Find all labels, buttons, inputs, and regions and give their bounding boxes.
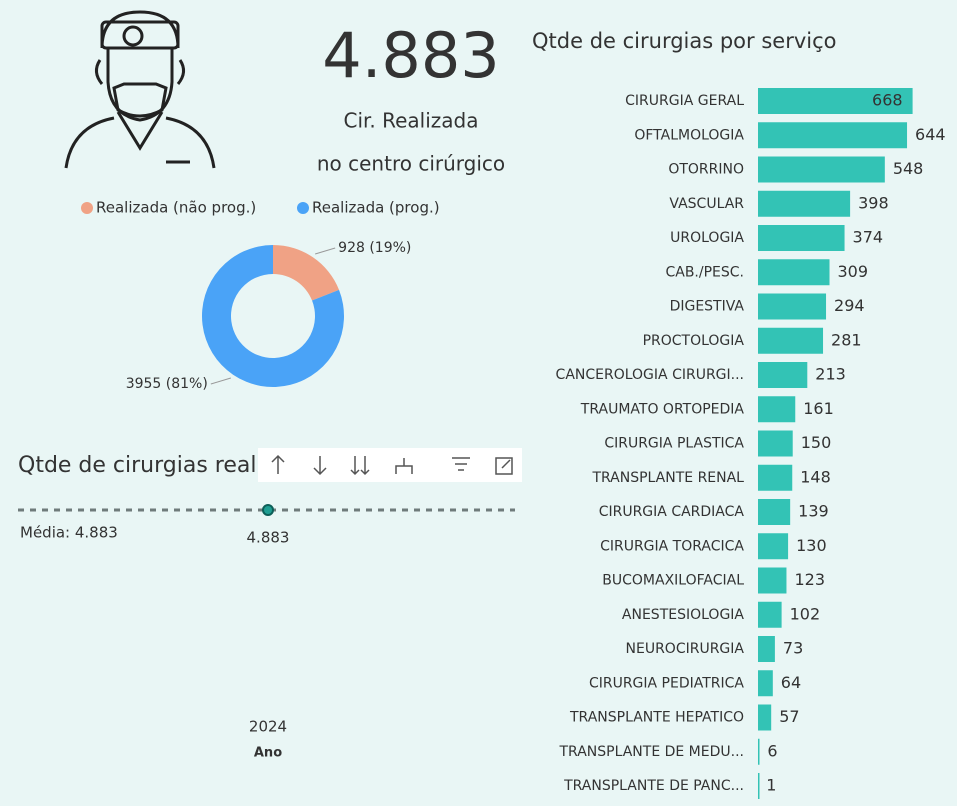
- bar: [758, 465, 792, 491]
- point: [263, 505, 273, 515]
- bar: [758, 396, 795, 422]
- bar: [758, 431, 793, 457]
- bar: [758, 636, 775, 662]
- y-tick-label: PROCTOLOGIA: [643, 333, 745, 349]
- y-tick-label: CIRURGIA PEDIATRICA: [589, 675, 744, 691]
- kpi-value: 4.883: [322, 19, 500, 92]
- data-label: 548: [893, 159, 924, 178]
- y-tick-label: TRANSPLANTE RENAL: [591, 470, 744, 486]
- data-label: 374: [853, 228, 884, 247]
- data-label: 294: [834, 296, 865, 315]
- y-tick-label: BUCOMAXILOFACIAL: [602, 573, 744, 589]
- data-label: 102: [790, 604, 821, 623]
- bar: [758, 259, 830, 285]
- bar: [758, 191, 850, 217]
- y-tick-label: CIRURGIA CARDIACA: [599, 504, 745, 520]
- data-label: 3955 (81%): [126, 376, 208, 392]
- data-label: 139: [798, 502, 829, 521]
- bar: [758, 328, 823, 354]
- legend-label: Realizada (não prog.): [96, 199, 256, 217]
- y-tick-label: TRAUMATO ORTOPEDIA: [580, 401, 745, 417]
- legend-label: Realizada (prog.): [312, 199, 440, 217]
- bar: [758, 773, 760, 799]
- data-label: 130: [796, 536, 827, 555]
- bar: [758, 294, 826, 320]
- dashboard: 4.883 Cir. Realizada no centro cirúrgico…: [0, 0, 963, 806]
- y-tick-label: OFTALMOLOGIA: [634, 127, 744, 143]
- data-label: 644: [915, 125, 946, 144]
- y-tick-label: TRANSPLANTE HEPATICO: [569, 710, 744, 726]
- y-tick-label: TRANSPLANTE DE MEDU...: [559, 744, 745, 760]
- y-tick-label: CIRURGIA PLASTICA: [604, 436, 744, 452]
- bar: [758, 122, 907, 148]
- data-label: 6: [767, 741, 777, 760]
- kpi-label: no centro cirúrgico: [317, 152, 505, 176]
- legend-swatch: [297, 202, 309, 214]
- visual-toolbar: [258, 448, 522, 482]
- data-label: 1: [766, 776, 776, 795]
- y-tick-label: TRANSPLANTE DE PANC...: [563, 778, 744, 794]
- bar: [758, 499, 790, 525]
- x-tick-label: 2024: [249, 718, 287, 736]
- bar: [758, 739, 760, 765]
- data-label: 64: [781, 673, 801, 692]
- data-label: 57: [779, 707, 799, 726]
- bar: [758, 602, 782, 628]
- y-tick-label: ANESTESIOLOGIA: [622, 607, 745, 623]
- data-label: 73: [783, 639, 803, 658]
- chart-title: Qtde de cirurgias por serviço: [532, 29, 837, 53]
- y-tick-label: CAB./PESC.: [665, 264, 744, 280]
- legend-swatch: [81, 202, 93, 214]
- y-tick-label: CIRURGIA TORACICA: [600, 538, 744, 554]
- bar: [758, 568, 786, 594]
- data-label: 148: [800, 467, 831, 486]
- y-tick-label: VASCULAR: [669, 196, 744, 212]
- y-tick-label: NEUROCIRURGIA: [626, 641, 745, 657]
- data-label: 150: [801, 433, 832, 452]
- data-label: 123: [794, 570, 825, 589]
- bar: [758, 157, 885, 183]
- data-label: 161: [803, 399, 834, 418]
- average-label: Média: 4.883: [20, 524, 118, 542]
- x-axis-title: Ano: [254, 746, 282, 761]
- data-label: 309: [838, 262, 869, 281]
- data-label: 281: [831, 330, 862, 349]
- bar: [758, 670, 773, 696]
- bar: [758, 533, 788, 559]
- kpi-label: Cir. Realizada: [344, 109, 479, 133]
- data-label: 4.883: [247, 529, 290, 547]
- bar: [758, 705, 771, 731]
- y-tick-label: OTORRINO: [668, 162, 744, 178]
- data-label: 213: [815, 365, 846, 384]
- y-tick-label: DIGESTIVA: [670, 299, 745, 315]
- data-label: 928 (19%): [338, 240, 411, 256]
- y-tick-label: UROLOGIA: [670, 230, 744, 246]
- bar: [758, 225, 845, 251]
- bar: [758, 362, 807, 388]
- data-label: 668: [872, 91, 903, 110]
- y-tick-label: CIRURGIA GERAL: [625, 93, 744, 109]
- data-label: 398: [858, 193, 889, 212]
- y-tick-label: CANCEROLOGIA CIRURGI...: [556, 367, 744, 383]
